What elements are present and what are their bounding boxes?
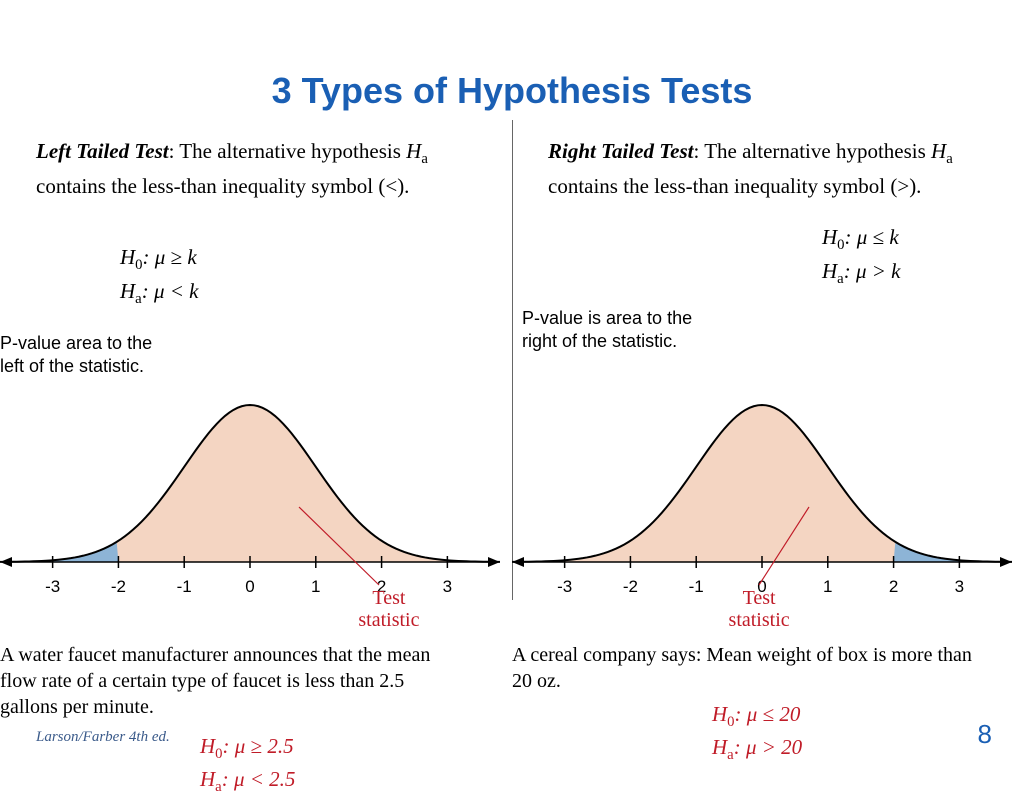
right-ha: Ha: μ > k xyxy=(822,256,900,290)
left-ha-sub: a xyxy=(421,151,428,167)
left-h0-var: H xyxy=(120,245,135,269)
right-h0-rest: : μ ≤ k xyxy=(845,225,899,249)
right-h0: H0: μ ≤ k xyxy=(822,222,900,256)
right-ha-sub: a xyxy=(946,151,953,167)
left-ha-var: H xyxy=(406,139,421,163)
left-pvalue-note: P-value area to the left of the statisti… xyxy=(0,332,180,379)
left-chart: -3-2-10123 xyxy=(0,387,500,607)
left-ha-rest: : μ < k xyxy=(142,279,199,303)
left-ts-label: Teststatistic xyxy=(349,587,429,631)
left-ex-h0-var: H xyxy=(200,734,215,758)
left-ha: Ha: μ < k xyxy=(120,276,198,310)
page-number: 8 xyxy=(978,719,992,750)
right-h0-sub: 0 xyxy=(837,237,844,253)
right-ex-h0-rest: : μ ≤ 20 xyxy=(735,702,801,726)
left-ex-ha-rest: : μ < 2.5 xyxy=(222,767,296,791)
right-ex-h0-var: H xyxy=(712,702,727,726)
right-h0-var: H xyxy=(822,225,837,249)
right-ex-ha-rest: : μ > 20 xyxy=(734,735,802,759)
left-ts-pointer xyxy=(294,502,384,590)
right-desc-tail: contains the less-than inequality symbol… xyxy=(548,174,921,198)
right-ha-rest: : μ > k xyxy=(844,259,901,283)
right-ha-var2: H xyxy=(822,259,837,283)
right-pvalue-note: P-value is area to the right of the stat… xyxy=(522,307,732,354)
right-example: A cereal company says: Mean weight of bo… xyxy=(512,642,972,694)
footer-citation: Larson/Farber 4th ed. xyxy=(36,729,170,746)
right-ts-label: Teststatistic xyxy=(719,587,799,631)
left-ex-ha-var: H xyxy=(200,767,215,791)
columns: Left Tailed Test: The alternative hypoth… xyxy=(0,112,1024,672)
right-ex-ha: Ha: μ > 20 xyxy=(712,733,802,766)
right-ex-ha-var: H xyxy=(712,735,727,759)
left-h0-rest: : μ ≥ k xyxy=(143,245,197,269)
left-h0: H0: μ ≥ k xyxy=(120,242,198,276)
left-column: Left Tailed Test: The alternative hypoth… xyxy=(0,112,512,672)
left-ha-var2: H xyxy=(120,279,135,303)
right-description: Right Tailed Test: The alternative hypot… xyxy=(548,136,994,201)
right-example-hyp: H0: μ ≤ 20 Ha: μ > 20 xyxy=(712,700,802,766)
left-lead: Left Tailed Test xyxy=(36,139,169,163)
right-ex-h0-sub: 0 xyxy=(727,714,734,730)
left-h0-sub: 0 xyxy=(135,257,142,273)
left-hypotheses: H0: μ ≥ k Ha: μ < k xyxy=(120,242,198,310)
right-column: Right Tailed Test: The alternative hypot… xyxy=(512,112,1024,672)
left-desc-tail: contains the less-than inequality symbol… xyxy=(36,174,409,198)
left-ex-h0-sub: 0 xyxy=(215,746,222,762)
right-ts-pointer xyxy=(754,502,814,590)
left-ex-ha: Ha: μ < 2.5 xyxy=(200,765,295,798)
left-desc-rest: : The alternative hypothesis xyxy=(169,139,407,163)
left-ex-h0-rest: : μ ≥ 2.5 xyxy=(223,734,294,758)
left-curve-svg xyxy=(0,387,500,597)
left-example-hyp: H0: μ ≥ 2.5 Ha: μ < 2.5 xyxy=(200,732,295,798)
left-description: Left Tailed Test: The alternative hypoth… xyxy=(36,136,482,201)
left-example: A water faucet manufacturer announces th… xyxy=(0,642,460,720)
left-ex-h0: H0: μ ≥ 2.5 xyxy=(200,732,295,765)
right-hypotheses: H0: μ ≤ k Ha: μ > k xyxy=(822,222,900,290)
right-ex-h0: H0: μ ≤ 20 xyxy=(712,700,802,733)
page-title: 3 Types of Hypothesis Tests xyxy=(0,0,1024,112)
right-desc-rest: : The alternative hypothesis xyxy=(693,139,931,163)
right-ha-var: H xyxy=(931,139,946,163)
right-lead: Right Tailed Test xyxy=(548,139,693,163)
